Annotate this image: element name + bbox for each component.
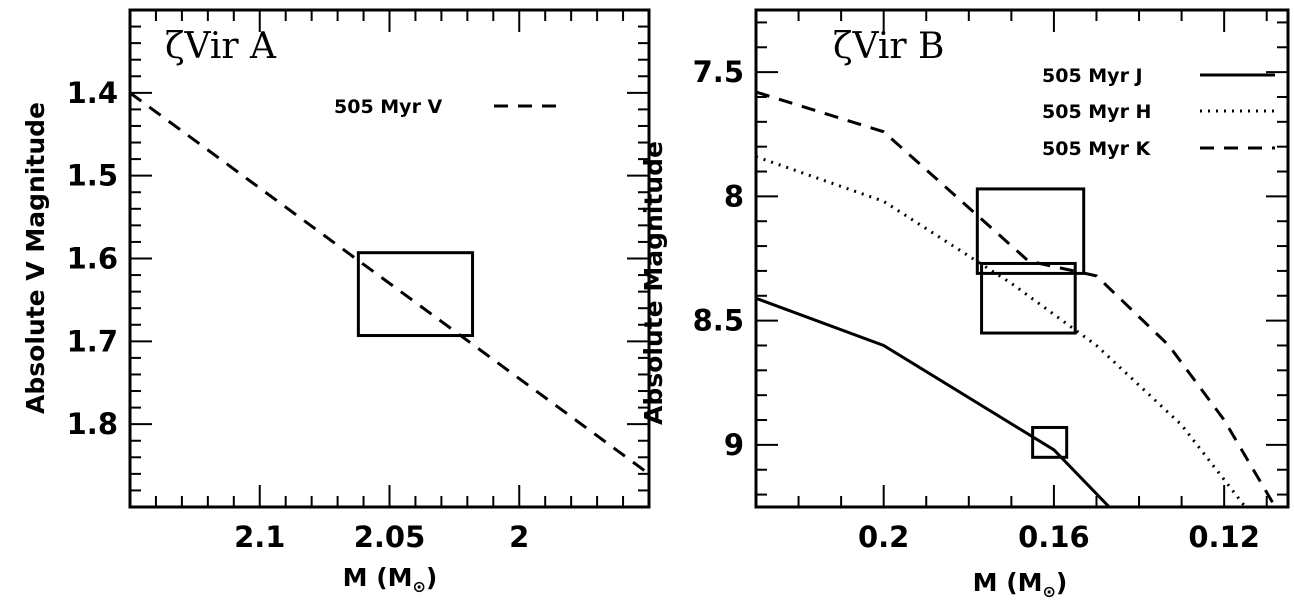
a-ytick-label: 1.5 (67, 159, 118, 193)
a-ytick-label: 1.7 (67, 324, 118, 358)
a-xtick-label: 2.05 (354, 520, 426, 554)
panel-b-frame (754, 8, 1290, 509)
measurement-box-b-2 (1031, 425, 1069, 459)
panel-b: ζVir B Absolute Magnitude M (M⊙) 0.2 0.16… (639, 8, 1290, 601)
panel-a-xlabel: M (M⊙) (343, 563, 438, 596)
a-ytick-label: 1.6 (67, 242, 118, 276)
panel-b-ylabel: Absolute Magnitude (639, 141, 668, 425)
measurement-box-a-0 (356, 251, 475, 338)
panel-b-boxes (975, 187, 1086, 459)
panel-b-title: ζVir B (833, 26, 945, 67)
panel-a-ylabel: Absolute V Magnitude (21, 102, 50, 414)
panel-a-title: ζVir A (165, 26, 277, 67)
legend-b-h-label: 505 Myr H (1042, 101, 1151, 123)
series-b-0 (756, 296, 1111, 507)
b-ytick-label: 9 (724, 428, 744, 462)
panel-a-xlabel-main: M (M (343, 563, 413, 592)
panel-a: ζVir A Absolute V Magnitude M (M⊙) 2.1 2.… (21, 8, 651, 596)
panel-a-ticks: 2.1 2.05 2 1.4 1.5 1.6 1.7 1.8 (67, 10, 649, 554)
measurement-box-b-0 (975, 187, 1086, 275)
panel-b-series (756, 90, 1277, 507)
a-ytick-label: 1.4 (67, 76, 118, 110)
b-xtick-label: 0.2 (858, 520, 909, 554)
series-b-2 (756, 90, 1277, 507)
panel-a-xlabel-sub: ⊙ (413, 577, 426, 596)
b-ytick-label: 8 (724, 179, 744, 213)
b-xtick-label: 0.16 (1018, 520, 1090, 554)
legend-b-k-label: 505 Myr K (1042, 138, 1152, 160)
panel-b-legend: 505 Myr J 505 Myr H 505 Myr K (1042, 65, 1275, 160)
b-xtick-label: 0.12 (1188, 520, 1260, 554)
a-ytick-label: 1.8 (67, 407, 118, 441)
b-ytick-label: 7.5 (693, 55, 744, 89)
panel-a-xlabel-close: ) (426, 563, 437, 592)
panel-b-xlabel-sub: ⊙ (1043, 582, 1056, 601)
panel-a-boxes (356, 251, 475, 338)
a-xtick-label: 2 (509, 520, 529, 554)
legend-b-j-label: 505 Myr J (1042, 65, 1143, 87)
panel-a-series (130, 91, 649, 476)
legend-a-v-label: 505 Myr V (334, 96, 443, 118)
series-a-0 (130, 91, 649, 476)
b-ytick-label: 8.5 (693, 304, 744, 338)
panel-b-xlabel-main: M (M (973, 568, 1043, 597)
measurement-box-b-1 (980, 261, 1077, 335)
panel-a-frame (128, 8, 651, 509)
series-b-1 (756, 155, 1247, 507)
panel-a-legend: 505 Myr V (334, 96, 566, 118)
panel-b-xlabel: M (M⊙) (973, 568, 1068, 601)
panel-b-xlabel-close: ) (1056, 568, 1067, 597)
panel-b-ticks: 0.2 0.16 0.12 7.5 8 8.5 9 (693, 10, 1288, 554)
a-xtick-label: 2.1 (234, 520, 285, 554)
